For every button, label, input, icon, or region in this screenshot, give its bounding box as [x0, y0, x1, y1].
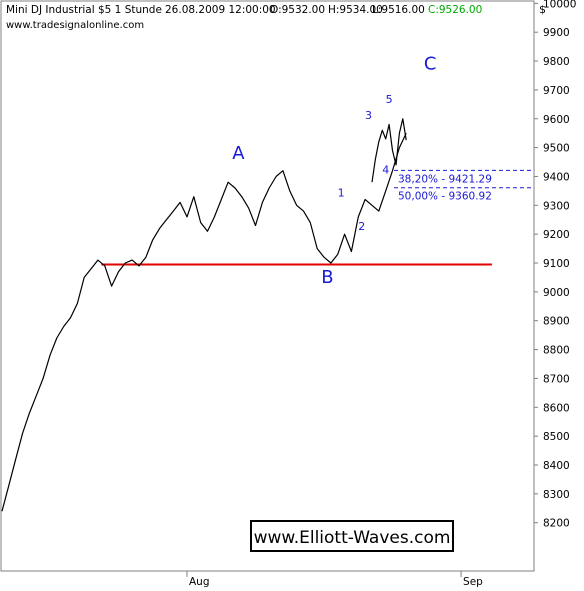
y-tick-label: 9000: [543, 287, 570, 299]
header-open: O:9532.00: [270, 4, 325, 16]
y-tick-label: 8900: [543, 316, 570, 328]
wave-label-1: 1: [338, 187, 345, 200]
currency-symbol: $: [539, 3, 546, 16]
price-line-1: [371, 118, 407, 183]
y-tick-label: 9300: [543, 200, 570, 212]
instrument-title: Mini DJ Industrial $5 1 Stunde: [6, 4, 162, 16]
wave-label-5: 5: [386, 93, 393, 106]
fib-levels: 38,20% - 9421.29 50,00% - 9360.92: [394, 169, 534, 203]
y-tick-label: 8300: [543, 489, 570, 501]
watermark-box: www.Elliott-Waves.com: [250, 520, 454, 552]
y-tick-label: 8500: [543, 431, 570, 443]
y-tick-label: 9900: [543, 27, 570, 39]
y-tick-label: 9200: [543, 229, 570, 241]
fib-label: 50,00% - 9360.92: [398, 191, 492, 203]
x-tick-label: Sep: [463, 576, 483, 588]
wave-label-A: A: [232, 143, 245, 164]
x-axis-ticks: Aug Sep: [186, 571, 483, 588]
y-tick-label: 9800: [543, 56, 570, 68]
wave-label-B: B: [321, 267, 333, 288]
price-series: [1, 118, 407, 512]
y-tick-label: 8700: [543, 373, 570, 385]
y-tick-label: 8600: [543, 402, 570, 414]
y-tick-label: 9600: [543, 114, 570, 126]
chart-header: Mini DJ Industrial $5 1 Stunde 26.08.200…: [6, 3, 546, 31]
y-tick-label: 9700: [543, 85, 570, 97]
y-tick-label: 8800: [543, 345, 570, 357]
wave-label-4: 4: [382, 164, 389, 177]
source-label: www.tradesignalonline.com: [6, 20, 144, 31]
header-datetime: 26.08.2009 12:00:00: [165, 4, 276, 16]
wave-labels: A B C 1 2 3 4 5: [232, 54, 436, 289]
y-tick-label: 9400: [543, 171, 570, 183]
header-close: C:9526.00: [428, 4, 482, 16]
y-tick-label: 8200: [543, 518, 570, 530]
y-tick-label: 9500: [543, 143, 570, 155]
watermark-frame: [250, 520, 454, 552]
fib-label: 38,20% - 9421.29: [398, 173, 492, 185]
watermark-text: www.Elliott-Waves.com: [254, 528, 451, 548]
x-tick-label: Aug: [189, 576, 210, 588]
y-tick-label: 8400: [543, 460, 570, 472]
header-high: H:9534.00: [328, 4, 383, 16]
wave-label-2: 2: [358, 220, 365, 233]
header-low: L:9516.00: [372, 4, 425, 16]
price-line-0: [1, 132, 407, 512]
y-tick-label: 10000: [543, 0, 576, 10]
y-axis-ticks: 8200 8300 8400 8500 8600 8700 8800 8900 9000 9100…: [534, 0, 576, 530]
wave-label-C: C: [424, 54, 437, 75]
y-tick-label: 9100: [543, 258, 570, 270]
wave-label-3: 3: [365, 109, 372, 122]
